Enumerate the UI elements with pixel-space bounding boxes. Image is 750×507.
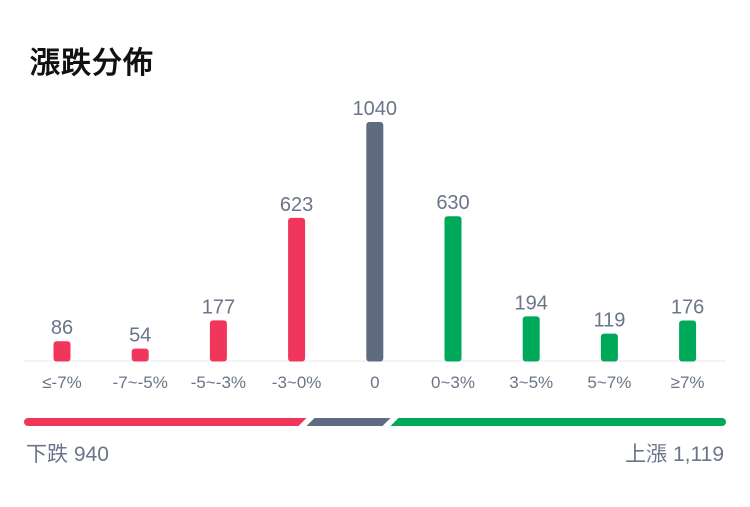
bar-7 [600, 333, 618, 362]
bar-value-label-0: 86 [51, 317, 73, 339]
bar-2 [209, 320, 227, 362]
x-tick-label-0: ≤-7% [42, 373, 82, 392]
bar-4 [366, 122, 384, 362]
x-tick-label-7: 5~7% [587, 373, 631, 392]
bar-5 [444, 216, 462, 362]
bar-value-label-5: 630 [436, 192, 469, 214]
x-tick-label-8: ≥7% [671, 373, 705, 392]
bar-value-label-6: 194 [515, 292, 548, 314]
x-tick-label-6: 3~5% [509, 373, 553, 392]
summary-bar-flat [306, 418, 391, 426]
down-summary-label: 下跌 940 [26, 443, 109, 466]
bar-8 [679, 320, 697, 362]
bar-1 [131, 348, 149, 362]
x-tick-label-1: -7~-5% [113, 373, 168, 392]
x-tick-label-2: -5~-3% [191, 373, 246, 392]
summary-bar-down [24, 418, 307, 426]
x-tick-label-4: 0 [370, 373, 379, 392]
bar-3 [288, 217, 306, 362]
bar-value-label-3: 623 [280, 194, 313, 216]
bar-6 [522, 316, 540, 362]
x-tick-label-3: -3~0% [272, 373, 322, 392]
summary-bar-up [390, 418, 726, 426]
up-summary-label: 上漲 1,119 [625, 443, 724, 466]
bar-value-label-7: 119 [593, 310, 625, 332]
bar-value-label-1: 54 [129, 325, 151, 347]
bar-value-label-4: 1040 [353, 98, 398, 120]
bar-value-label-8: 176 [671, 297, 704, 319]
bar-value-label-2: 177 [202, 296, 235, 318]
x-tick-label-5: 0~3% [431, 373, 475, 392]
bar-0 [53, 341, 71, 362]
chart-title: 漲跌分佈 [30, 47, 154, 80]
